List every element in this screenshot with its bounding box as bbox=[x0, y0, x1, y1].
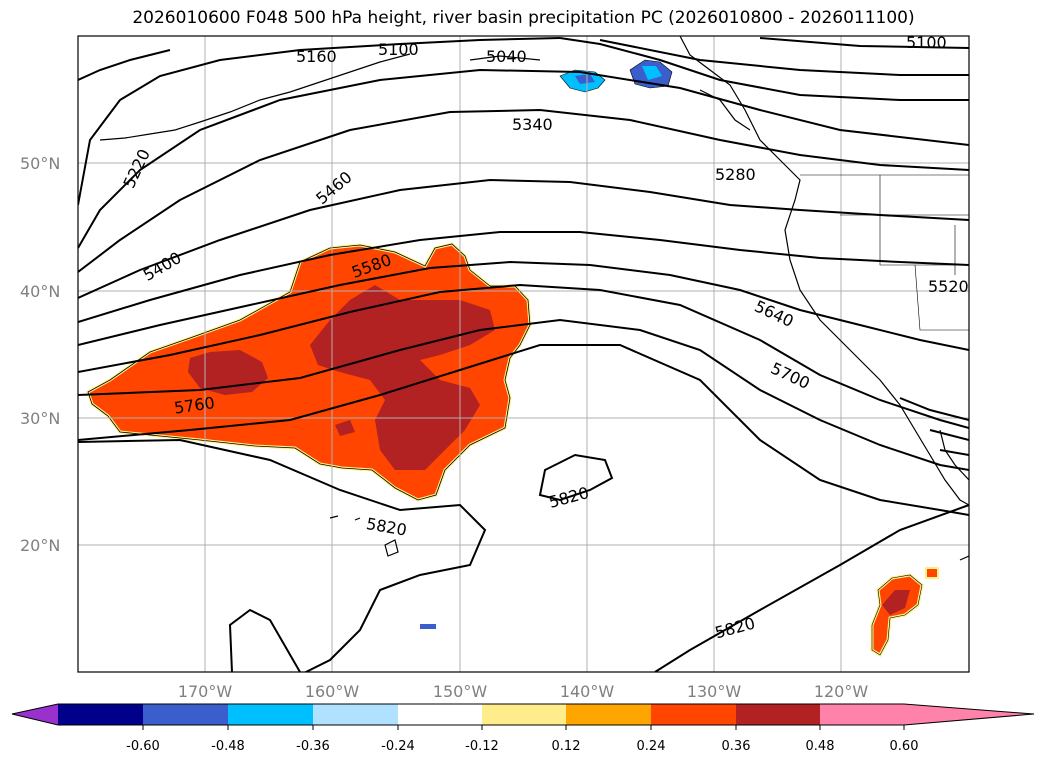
colorbar-swatch bbox=[651, 704, 736, 725]
map-frame bbox=[77, 35, 970, 673]
lon-label: 160°W bbox=[305, 682, 360, 701]
lon-label: 130°W bbox=[687, 682, 742, 701]
political-borders bbox=[800, 174, 969, 331]
contour-label: 5340 bbox=[512, 115, 553, 134]
colorbar-swatch bbox=[820, 704, 904, 725]
coastlines bbox=[99, 36, 969, 561]
contour-labels: 5160 5100 5040 5100 5220 5340 5280 5460 … bbox=[119, 33, 969, 642]
colorbar-swatch bbox=[143, 704, 228, 725]
height-contours bbox=[78, 37, 969, 672]
lon-label: 170°W bbox=[178, 682, 233, 701]
map-title: 2026010600 F048 500 hPa height, river ba… bbox=[132, 8, 915, 28]
colorbar-tick-label: 0.36 bbox=[722, 739, 751, 754]
colorbar-extend-low bbox=[12, 704, 58, 725]
colorbar-swatch bbox=[398, 704, 482, 725]
precip-darkred-area-1 bbox=[310, 285, 495, 470]
lat-label: 20°N bbox=[20, 536, 60, 555]
precip-anomaly-region bbox=[86, 59, 939, 658]
lon-label: 120°W bbox=[814, 682, 869, 701]
contour-label: 5280 bbox=[715, 165, 756, 184]
longitude-labels: 170°W 160°W 150°W 140°W 130°W 120°W bbox=[178, 682, 869, 701]
contour-label: 5520 bbox=[928, 277, 969, 296]
colorbar-tick-label: 0.48 bbox=[806, 739, 835, 754]
contour-label: 5100 bbox=[378, 40, 419, 59]
lat-label: 50°N bbox=[20, 154, 60, 173]
colorbar-tick-label: -0.12 bbox=[465, 739, 499, 754]
lat-label: 40°N bbox=[20, 282, 60, 301]
lat-label: 30°N bbox=[20, 409, 60, 428]
colorbar-tick-label: 0.12 bbox=[552, 739, 581, 754]
colorbar-tick-label: -0.60 bbox=[126, 739, 160, 754]
colorbar: -0.60 -0.48 -0.36 -0.24 -0.12 0.12 0.24 … bbox=[11, 703, 1035, 754]
colorbar-extend-high bbox=[904, 704, 1034, 725]
contour-label: 5100 bbox=[906, 33, 947, 52]
colorbar-tick-label: 0.60 bbox=[890, 739, 919, 754]
latitude-labels: 50°N 40°N 30°N 20°N bbox=[20, 154, 60, 555]
colorbar-swatch bbox=[58, 704, 143, 725]
colorbar-tick-label: -0.36 bbox=[296, 739, 330, 754]
colorbar-tick-label: -0.24 bbox=[381, 739, 415, 754]
lon-label: 140°W bbox=[560, 682, 615, 701]
colorbar-swatch bbox=[566, 704, 651, 725]
colorbar-swatch bbox=[313, 704, 398, 725]
colorbar-swatch bbox=[482, 704, 566, 725]
contour-label: 5160 bbox=[296, 47, 337, 66]
colorbar-tick-label: 0.24 bbox=[637, 739, 666, 754]
contour-label: 5040 bbox=[486, 47, 527, 66]
map-gridlines bbox=[78, 36, 969, 672]
colorbar-swatch bbox=[228, 704, 313, 725]
lon-label: 150°W bbox=[433, 682, 488, 701]
colorbar-tick-label: -0.48 bbox=[211, 739, 245, 754]
colorbar-swatch bbox=[736, 704, 820, 725]
